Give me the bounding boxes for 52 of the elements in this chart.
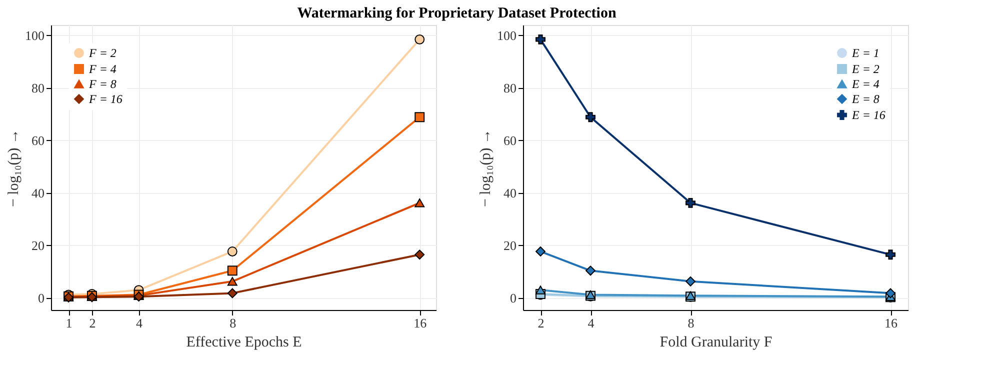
y-tick-label: 40 (32, 185, 44, 200)
legend-label: F = 2 (88, 46, 116, 60)
x-tick-label: 16 (414, 316, 428, 330)
y-tick-label: 100 (25, 28, 44, 43)
point (414, 250, 425, 260)
x-axis-title: Effective Epochs E (186, 334, 302, 350)
point (536, 34, 546, 44)
chart-title: Watermarking for Proprietary Dataset Protection (297, 6, 617, 22)
point (414, 198, 425, 208)
y-tick-label: 80 (504, 80, 516, 96)
point (686, 198, 696, 208)
y-tick-label: 0 (510, 290, 516, 306)
y-tick-label: 0 (38, 290, 44, 306)
point (536, 286, 546, 294)
legend-label: E = 4 (851, 77, 880, 91)
x-tick-label: 2 (538, 316, 544, 330)
x-tick-label: 1 (66, 316, 72, 330)
legend-label: E = 2 (851, 62, 880, 76)
point (586, 266, 596, 276)
y-axis-title: − log₁₀(p) → (6, 128, 22, 208)
point (886, 250, 896, 260)
x-tick-label: 8 (230, 316, 236, 330)
x-tick-label: 4 (588, 316, 595, 330)
point (227, 277, 238, 286)
point (886, 288, 896, 298)
point (536, 246, 546, 256)
legend-label: F = 16 (88, 92, 122, 106)
y-tick-label: 100 (497, 28, 516, 43)
y-tick-label: 80 (32, 80, 44, 96)
point (227, 288, 238, 298)
x-tick-label: 2 (89, 316, 96, 330)
point (227, 246, 238, 256)
x-tick-label: 8 (688, 316, 694, 330)
y-tick-label: 20 (32, 238, 44, 253)
point (586, 112, 596, 122)
legend-label: F = 8 (88, 77, 116, 91)
x-tick-label: 4 (136, 316, 144, 330)
y-tick-label: 60 (504, 132, 516, 148)
legend-label: E = 1 (851, 46, 880, 60)
point (686, 276, 696, 286)
y-tick-label: 40 (504, 185, 516, 200)
legend-label: F = 4 (88, 62, 116, 76)
y-tick-label: 20 (504, 238, 516, 253)
point (227, 266, 238, 276)
legend-label: E = 8 (851, 92, 880, 106)
point (414, 112, 425, 122)
y-tick-label: 60 (32, 132, 44, 148)
y-axis-title: − log₁₀(p) → (478, 128, 494, 208)
legend-label: E = 16 (851, 108, 886, 122)
x-tick-label: 16 (884, 316, 898, 330)
point (414, 34, 425, 44)
x-axis-title: Fold Granularity F (660, 334, 772, 350)
